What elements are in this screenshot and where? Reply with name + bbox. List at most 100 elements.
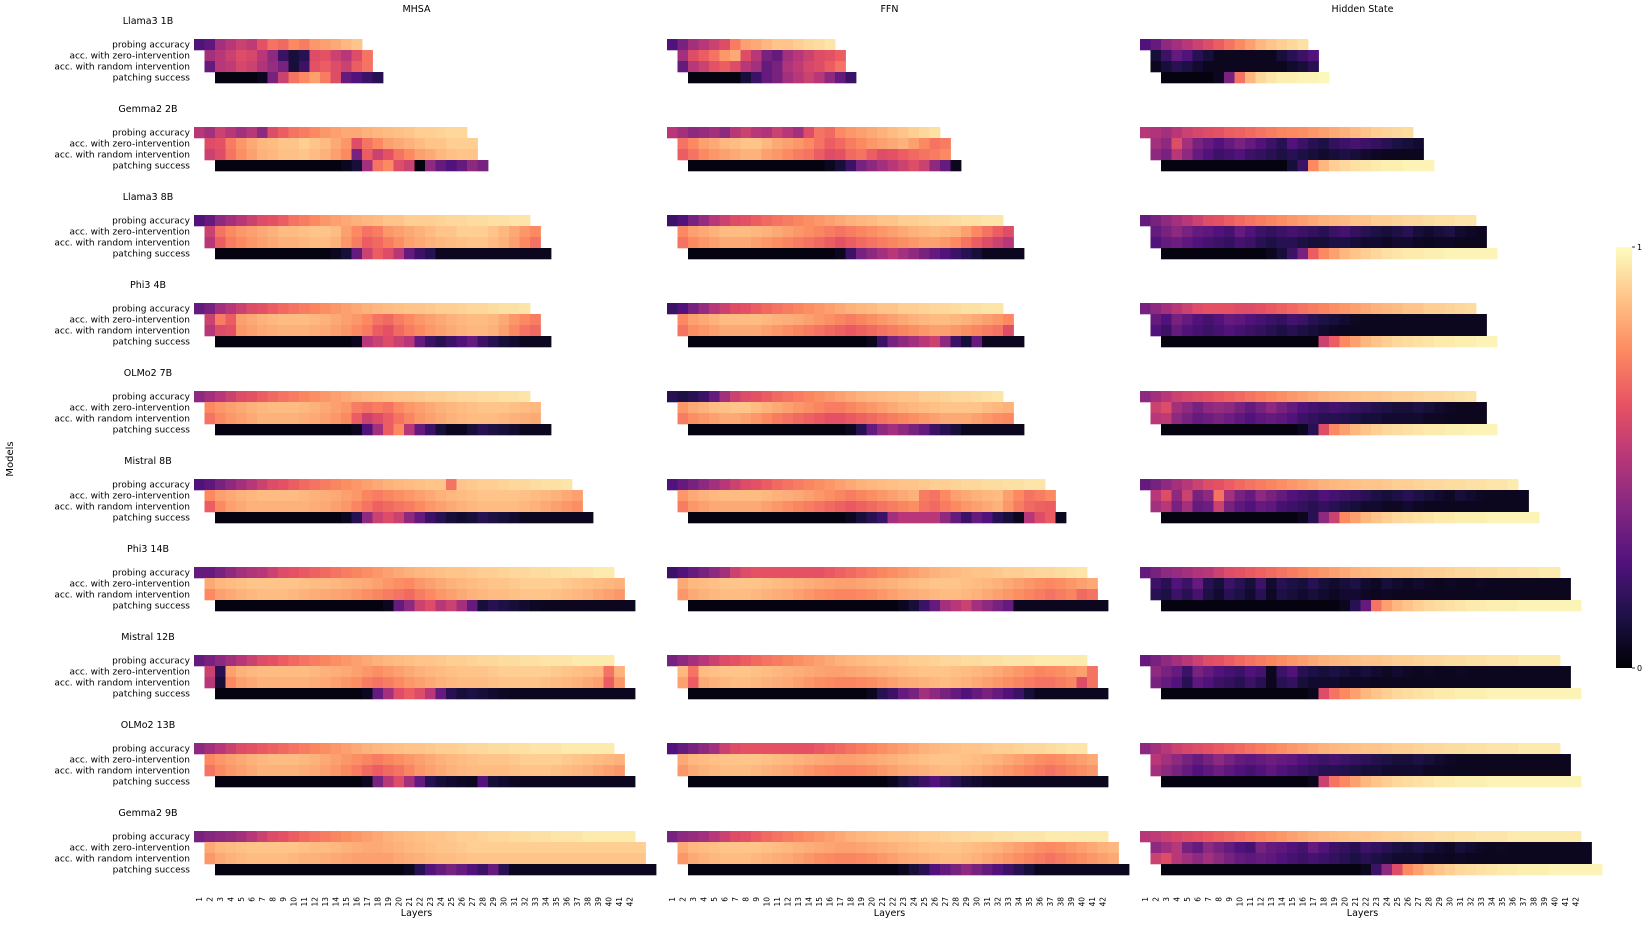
heatmap-cell bbox=[1287, 578, 1298, 590]
heatmap-cell bbox=[498, 237, 510, 249]
heatmap-cell bbox=[1329, 688, 1340, 700]
heatmap-cell bbox=[856, 160, 867, 172]
x-tick-label: 15 bbox=[1288, 897, 1297, 907]
heatmap-cell bbox=[309, 391, 321, 403]
heatmap-cell bbox=[1045, 776, 1056, 788]
heatmap-cell bbox=[477, 402, 489, 414]
heatmap-cell bbox=[719, 688, 731, 700]
heatmap-cell bbox=[519, 325, 531, 337]
heatmap-cell bbox=[709, 138, 720, 150]
heatmap-cell bbox=[1339, 501, 1351, 513]
colorbar-max-label: 1 bbox=[1637, 243, 1642, 252]
heatmap-cell bbox=[793, 842, 804, 854]
heatmap-cell bbox=[919, 765, 930, 777]
heatmap-cell bbox=[1371, 127, 1382, 139]
heatmap-cell bbox=[624, 842, 636, 854]
heatmap-cell bbox=[929, 600, 941, 612]
heatmap-cell bbox=[1013, 479, 1025, 491]
heatmap-cell bbox=[1455, 578, 1466, 590]
heatmap-cell bbox=[1350, 512, 1361, 524]
heatmap-cell bbox=[751, 864, 762, 876]
heatmap-cell bbox=[751, 831, 762, 843]
heatmap-cell bbox=[1171, 149, 1183, 161]
heatmap-cell bbox=[477, 325, 489, 337]
heatmap-cell bbox=[1308, 138, 1319, 150]
heatmap-cell bbox=[425, 589, 436, 601]
heatmap-cell bbox=[488, 754, 499, 766]
heatmap-cell bbox=[1360, 226, 1372, 238]
heatmap-cell bbox=[730, 853, 741, 865]
heatmap-cell bbox=[593, 831, 604, 843]
heatmap-cell bbox=[341, 39, 352, 51]
heatmap-cell bbox=[362, 853, 373, 865]
heatmap-cell bbox=[835, 413, 846, 425]
heatmap-cell bbox=[351, 765, 363, 777]
heatmap-cell bbox=[940, 248, 951, 260]
heatmap-cell bbox=[1350, 567, 1361, 579]
heatmap-cell bbox=[404, 226, 415, 238]
heatmap-cell bbox=[1497, 512, 1508, 524]
heatmap-cell bbox=[225, 776, 237, 788]
heatmap-cell bbox=[477, 215, 489, 227]
heatmap-cell bbox=[961, 303, 972, 315]
heatmap-cell bbox=[1413, 413, 1424, 425]
heatmap-cell bbox=[603, 853, 615, 865]
heatmap-cell bbox=[1287, 688, 1298, 700]
heatmap-panel bbox=[1140, 215, 1498, 260]
heatmap-cell bbox=[204, 215, 216, 227]
heatmap-panel bbox=[194, 127, 489, 172]
heatmap-cell bbox=[961, 501, 972, 513]
heatmap-cell bbox=[1486, 655, 1498, 667]
heatmap-cell bbox=[1066, 864, 1077, 876]
heatmap-cell bbox=[1213, 391, 1225, 403]
heatmap-cell bbox=[593, 688, 604, 700]
x-tick-label: 29 bbox=[489, 897, 498, 907]
heatmap-cell bbox=[740, 677, 752, 689]
heatmap-cell bbox=[919, 391, 930, 403]
heatmap-cell bbox=[835, 336, 846, 348]
heatmap-cell bbox=[1434, 402, 1445, 414]
heatmap-cell bbox=[814, 501, 825, 513]
heatmap-cell bbox=[1287, 50, 1298, 62]
heatmap-cell bbox=[730, 831, 741, 843]
heatmap-cell bbox=[435, 237, 447, 249]
heatmap-cell bbox=[414, 743, 426, 755]
heatmap-cell bbox=[730, 72, 741, 84]
heatmap-cell bbox=[540, 754, 552, 766]
heatmap-cell bbox=[267, 50, 279, 62]
heatmap-cell bbox=[1413, 303, 1424, 315]
heatmap-cell bbox=[803, 413, 815, 425]
heatmap-cell bbox=[940, 160, 951, 172]
x-tick-label: 3 bbox=[689, 897, 698, 902]
heatmap-cell bbox=[971, 743, 983, 755]
heatmap-cell bbox=[877, 567, 888, 579]
heatmap-cell bbox=[1402, 479, 1414, 491]
heatmap-cell bbox=[1245, 765, 1256, 777]
heatmap-cell bbox=[1024, 589, 1035, 601]
heatmap-cell bbox=[204, 127, 216, 139]
heatmap-cell bbox=[267, 578, 279, 590]
heatmap-cell bbox=[1434, 501, 1445, 513]
heatmap-cell bbox=[1350, 666, 1361, 678]
x-tick-label: 39 bbox=[594, 897, 603, 907]
heatmap-cell bbox=[1465, 842, 1477, 854]
heatmap-cell bbox=[351, 149, 363, 161]
heatmap-cell bbox=[278, 160, 289, 172]
x-tick-label: 36 bbox=[1036, 897, 1045, 907]
heatmap-cell bbox=[1528, 853, 1540, 865]
heatmap-cell bbox=[1234, 237, 1246, 249]
heatmap-cell bbox=[351, 754, 363, 766]
heatmap-cell bbox=[1150, 402, 1162, 414]
heatmap-cell bbox=[1423, 424, 1435, 436]
heatmap-cell bbox=[645, 864, 657, 876]
heatmap-cell bbox=[1276, 424, 1288, 436]
heatmap-cell bbox=[1455, 325, 1466, 337]
heatmap-cell bbox=[530, 600, 541, 612]
heatmap-cell bbox=[730, 61, 741, 73]
heatmap-cell bbox=[288, 314, 300, 326]
heatmap-cell bbox=[1392, 413, 1403, 425]
heatmap-cell bbox=[519, 303, 531, 315]
heatmap-cell bbox=[761, 765, 773, 777]
heatmap-cell bbox=[1045, 655, 1056, 667]
heatmap-cell bbox=[1213, 314, 1225, 326]
